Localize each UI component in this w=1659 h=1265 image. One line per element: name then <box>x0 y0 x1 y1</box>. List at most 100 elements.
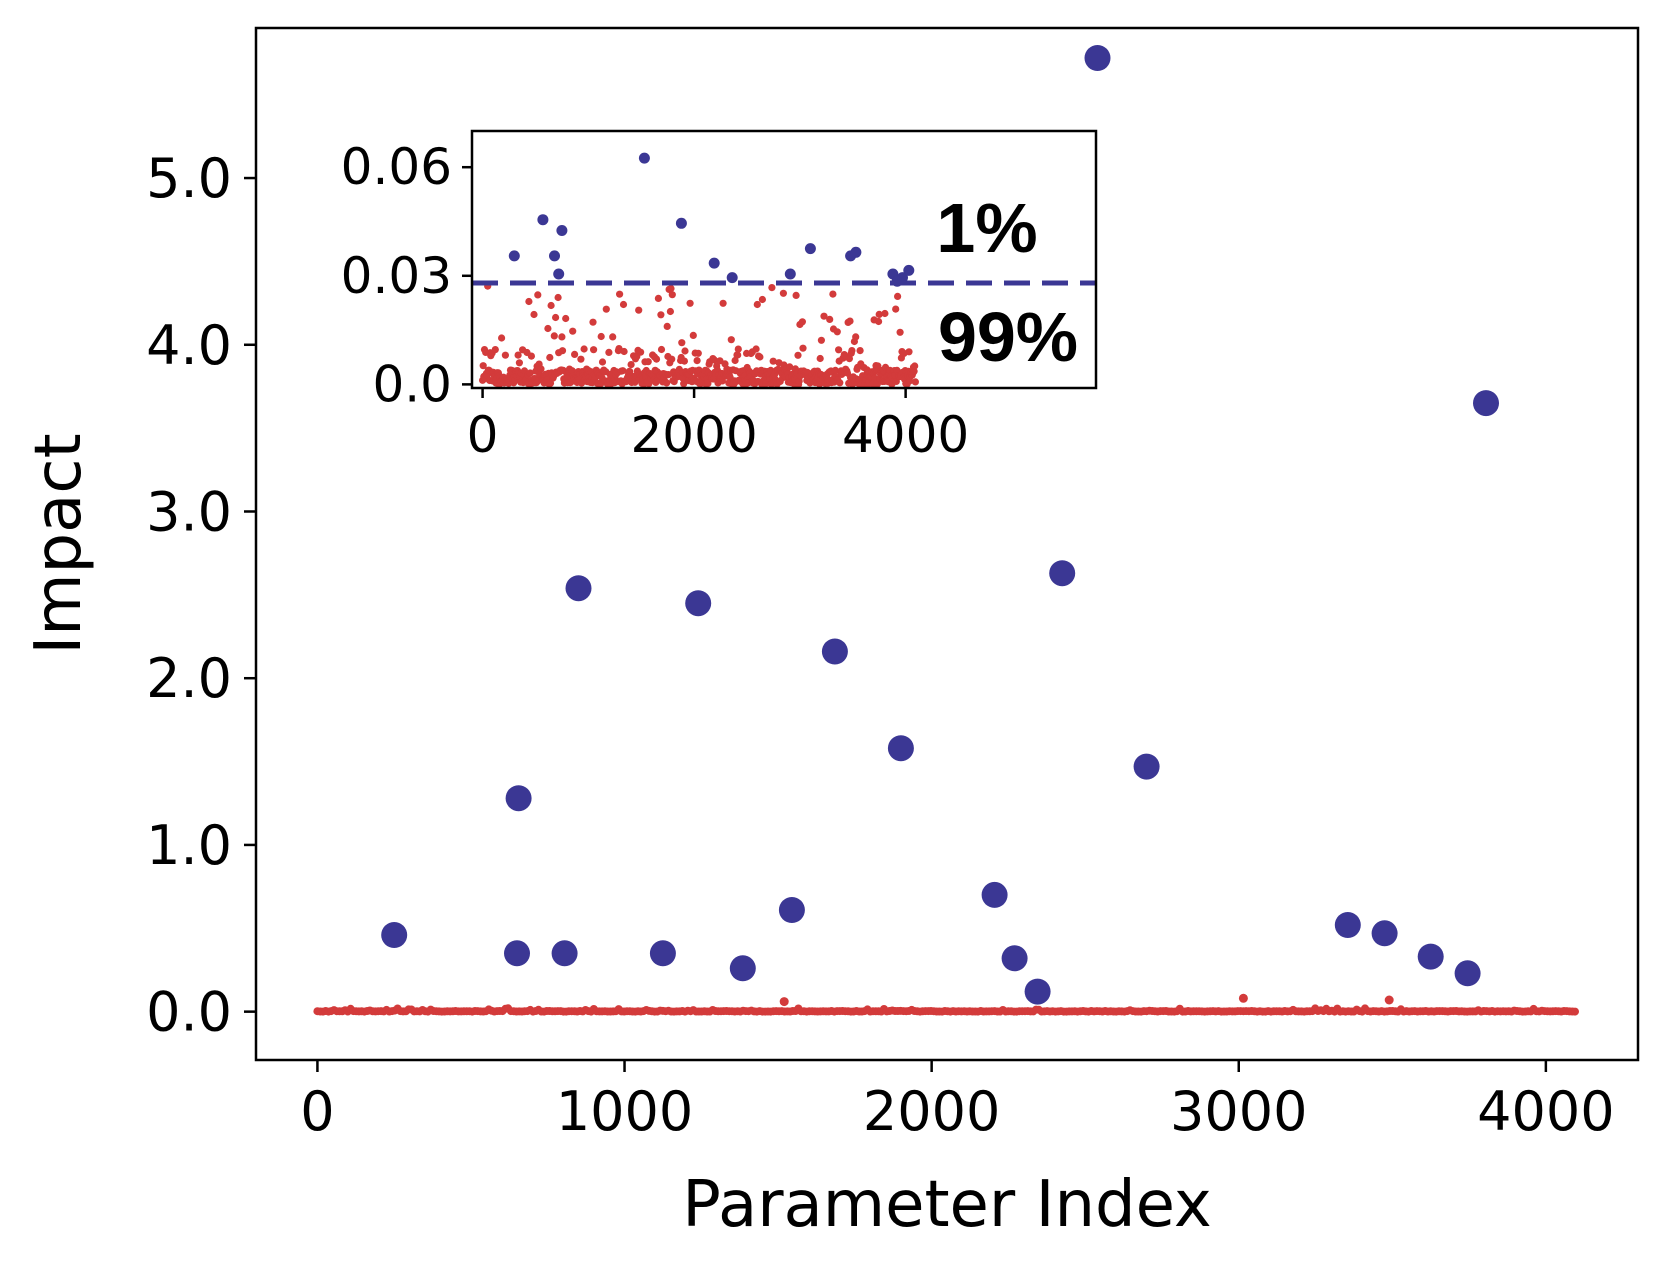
inset-low-impact-point <box>779 289 788 297</box>
inset-low-impact-point <box>526 369 534 377</box>
main-low-impact-point <box>1238 993 1248 1003</box>
inset-top-impact-point <box>850 246 862 258</box>
inset-top-impact-point <box>553 268 565 280</box>
inset-low-impact-point <box>826 315 834 323</box>
inset-low-impact-point <box>514 351 522 359</box>
inset-low-impact-point <box>652 355 661 363</box>
main-low-impact-point <box>1384 995 1394 1005</box>
inset-low-impact-point <box>590 346 598 354</box>
inset-low-impact-point <box>836 379 844 387</box>
inset-x-tick-label: 4000 <box>842 406 969 464</box>
inset-top-impact-point <box>897 272 908 284</box>
main-top-impact-point <box>381 922 408 948</box>
rest-percent-label: 99% <box>938 298 1078 376</box>
inset-low-impact-point <box>693 357 701 365</box>
inset-low-impact-point <box>856 347 864 355</box>
main-y-tick-label: 4.0 <box>146 314 232 377</box>
inset-low-impact-point <box>589 318 597 326</box>
inset-low-impact-point <box>795 377 803 385</box>
inset-low-impact-point <box>794 351 802 359</box>
inset-low-impact-point <box>829 290 837 298</box>
main-top-impact-point <box>1334 912 1361 938</box>
inset-low-impact-point <box>678 339 686 347</box>
inset-top-impact-point <box>726 272 738 284</box>
main-y-tick-label: 3.0 <box>146 480 232 543</box>
inset-low-impact-point <box>668 355 676 363</box>
inset-low-impact-point <box>680 357 689 365</box>
inset-top-impact-point <box>675 217 687 229</box>
inset-low-impact-point <box>637 348 645 356</box>
inset-low-impact-point <box>833 328 841 336</box>
inset-low-impact-point <box>569 327 577 335</box>
inset-low-impact-point <box>550 332 558 340</box>
main-top-impact-point <box>1024 978 1051 1005</box>
main-top-impact-point <box>551 940 578 967</box>
main-top-impact-point <box>1473 390 1499 417</box>
main-top-impact-point <box>649 940 676 967</box>
inset-low-impact-point <box>817 336 826 344</box>
inset-top-impact-point <box>549 250 560 262</box>
inset-low-impact-point <box>816 354 824 363</box>
main-top-impact-point <box>887 735 914 762</box>
inset-low-impact-point <box>530 310 538 319</box>
inset-low-impact-point <box>547 301 555 310</box>
inset-low-impact-point <box>852 333 860 341</box>
main-low-impact-point <box>1571 1007 1579 1016</box>
main-plot: 0 1000 2000 3000 4000 0.0 1.0 2.0 3.0 4.0 5.0 Par… <box>22 26 1640 1242</box>
inset-low-impact-point <box>756 353 764 361</box>
inset-low-impact-point <box>734 351 742 359</box>
inset-low-impact-point <box>627 361 635 369</box>
inset-low-impact-point <box>719 299 727 307</box>
main-low-impact-series <box>313 993 1579 1016</box>
inset-top-impact-point <box>508 250 520 262</box>
inset-x-tick-label: 2000 <box>630 406 757 464</box>
inset-low-impact-point <box>792 291 800 299</box>
main-plot-frame <box>254 26 1640 1062</box>
inset-low-impact-point <box>881 309 889 318</box>
inset-low-impact-point <box>875 310 883 318</box>
inset-low-impact-point <box>491 346 499 354</box>
inset-low-impact-point <box>710 356 718 364</box>
inset-low-impact-point <box>911 362 919 370</box>
main-y-tick-label: 5.0 <box>146 147 232 210</box>
main-low-impact-point <box>779 997 789 1007</box>
inset-low-impact-point <box>654 294 663 302</box>
main-top-impact-point <box>1454 960 1481 987</box>
inset-low-impact-point <box>689 331 697 339</box>
inset-low-impact-point <box>846 317 854 325</box>
inset-low-impact-point <box>667 284 675 293</box>
main-x-axis-title: Parameter Index <box>682 1168 1212 1242</box>
inset-background <box>472 131 1096 388</box>
inset-low-impact-point <box>731 356 739 365</box>
main-x-ticks: 0 1000 2000 3000 4000 <box>300 1060 1615 1143</box>
inset-y-tick-label: 0.06 <box>341 138 452 196</box>
inset-low-impact-point <box>911 378 920 386</box>
inset-top-impact-point <box>804 243 816 255</box>
main-x-tick-label: 4000 <box>1477 1080 1614 1143</box>
inset-low-impact-point <box>786 363 794 371</box>
main-top-impact-point <box>1133 753 1160 780</box>
inset-low-impact-point <box>515 359 524 367</box>
inset-top-impact-point <box>638 152 650 164</box>
inset-low-impact-point <box>597 332 605 341</box>
inset-low-impact-point <box>527 352 536 360</box>
inset-low-impact-point <box>620 347 628 356</box>
inset-top-impact-point <box>537 214 549 226</box>
main-y-tick-label: 2.0 <box>146 647 232 710</box>
inset-low-impact-point <box>768 284 776 292</box>
main-top-impact-point <box>685 590 712 617</box>
inset-low-impact-point <box>718 377 727 385</box>
inset-low-impact-point <box>546 353 554 362</box>
main-top-impact-point <box>1049 560 1076 587</box>
main-top-impact-point <box>1084 45 1111 71</box>
inset-low-impact-point <box>558 347 567 355</box>
inset-low-impact-point <box>892 305 900 313</box>
inset-low-impact-point <box>727 336 735 344</box>
inset-low-impact-point <box>552 313 560 322</box>
top-percent-label: 1% <box>936 189 1037 267</box>
inset-low-impact-point <box>534 291 542 299</box>
inset-low-impact-point <box>645 380 653 388</box>
inset-low-impact-point <box>558 333 566 341</box>
inset-low-impact-point <box>848 347 856 355</box>
